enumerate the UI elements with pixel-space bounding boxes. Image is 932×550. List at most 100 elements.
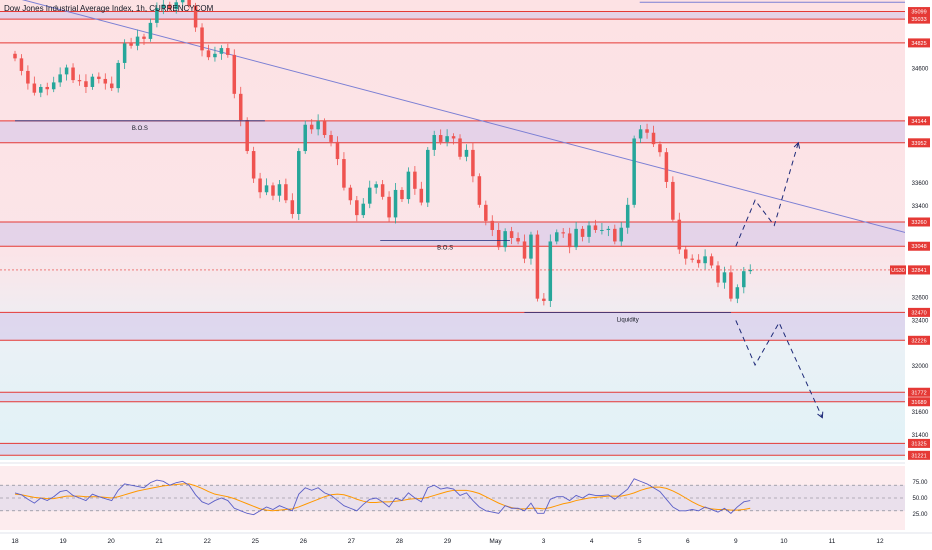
candle-10 bbox=[77, 80, 82, 82]
level-label-3: 34144 bbox=[911, 119, 926, 125]
candle-92 bbox=[606, 228, 611, 230]
candle-111 bbox=[729, 272, 733, 299]
price-tick-6: 31600 bbox=[912, 410, 929, 416]
level-tag-10 bbox=[908, 387, 930, 397]
candle-96 bbox=[632, 138, 636, 205]
level-tag-5 bbox=[908, 217, 930, 227]
level-tag-9 bbox=[908, 335, 930, 345]
candle-97 bbox=[638, 129, 643, 139]
date-tick-4: 22 bbox=[204, 538, 212, 545]
candle-107 bbox=[703, 256, 707, 264]
candle-34 bbox=[232, 54, 237, 94]
candle-112 bbox=[735, 287, 740, 299]
candle-99 bbox=[651, 132, 656, 145]
zone-2 bbox=[0, 221, 905, 247]
level-label-6: 33048 bbox=[911, 244, 926, 250]
level-label-2: 34825 bbox=[911, 41, 926, 47]
projection-arrowhead-1 bbox=[817, 411, 824, 419]
trendline-0 bbox=[21, 0, 909, 234]
candle-12 bbox=[90, 76, 95, 87]
candle-51 bbox=[342, 159, 346, 188]
level-label-5: 33260 bbox=[911, 220, 926, 226]
level-label-11: 31689 bbox=[911, 400, 926, 406]
candle-50 bbox=[335, 141, 340, 160]
candle-102 bbox=[671, 181, 675, 220]
level-tag-12 bbox=[908, 438, 930, 448]
candle-56 bbox=[374, 184, 378, 188]
zone-5 bbox=[0, 443, 905, 456]
price-tick-3: 32600 bbox=[912, 296, 929, 302]
candle-78 bbox=[516, 238, 520, 242]
rsi-tick-0: 75.00 bbox=[912, 480, 928, 486]
level-label-13: 31221 bbox=[911, 453, 926, 459]
candle-22 bbox=[155, 8, 159, 23]
candle-86 bbox=[567, 233, 572, 248]
candle-74 bbox=[490, 220, 495, 230]
candle-98 bbox=[645, 129, 649, 133]
candle-15 bbox=[109, 83, 114, 89]
candle-25 bbox=[174, 2, 178, 10]
candle-62 bbox=[413, 171, 417, 189]
zone-4 bbox=[0, 392, 905, 402]
candle-84 bbox=[555, 232, 559, 242]
level-tag-6 bbox=[908, 241, 930, 251]
symbol-label: US30 bbox=[891, 268, 905, 274]
date-tick-9: 29 bbox=[444, 538, 452, 545]
candle-60 bbox=[400, 189, 404, 200]
candle-114 bbox=[748, 269, 753, 272]
candle-0 bbox=[13, 53, 17, 59]
candle-6 bbox=[51, 82, 56, 90]
candle-101 bbox=[664, 152, 669, 182]
date-tick-1: 19 bbox=[59, 538, 67, 545]
candle-106 bbox=[696, 259, 701, 264]
price-tick-2: 33400 bbox=[912, 204, 929, 210]
candle-8 bbox=[64, 67, 69, 75]
candle-33 bbox=[226, 48, 230, 55]
candle-108 bbox=[709, 256, 714, 266]
candle-16 bbox=[116, 62, 120, 89]
candle-48 bbox=[322, 121, 327, 136]
level-tag-13 bbox=[908, 450, 930, 460]
zone-3 bbox=[0, 312, 905, 341]
candle-42 bbox=[284, 184, 288, 201]
level-label-8: 32470 bbox=[911, 310, 926, 316]
level-label-0: 35099 bbox=[911, 10, 926, 16]
candle-35 bbox=[238, 93, 243, 121]
candle-3 bbox=[32, 83, 37, 93]
candle-18 bbox=[129, 43, 133, 46]
candle-27 bbox=[187, 0, 191, 6]
candle-73 bbox=[484, 204, 488, 221]
date-tick-14: 6 bbox=[686, 538, 690, 545]
candle-67 bbox=[445, 136, 449, 142]
candle-63 bbox=[419, 188, 424, 203]
candle-4 bbox=[39, 86, 43, 93]
candle-38 bbox=[258, 178, 262, 193]
price-tick-1: 33600 bbox=[912, 181, 929, 187]
candle-32 bbox=[219, 48, 224, 54]
candle-46 bbox=[309, 124, 314, 130]
level-tag-1 bbox=[908, 14, 930, 24]
candle-45 bbox=[303, 124, 307, 152]
candle-91 bbox=[600, 230, 604, 231]
candle-57 bbox=[380, 184, 385, 197]
candle-43 bbox=[290, 200, 295, 214]
projection-path-0 bbox=[735, 142, 799, 247]
candle-14 bbox=[103, 78, 108, 84]
rsi-line bbox=[14, 478, 751, 516]
candle-105 bbox=[690, 258, 694, 260]
candle-55 bbox=[367, 187, 372, 204]
candle-13 bbox=[97, 76, 101, 79]
candle-110 bbox=[722, 272, 727, 283]
candle-7 bbox=[58, 74, 62, 83]
date-tick-18: 12 bbox=[876, 538, 884, 545]
date-tick-16: 10 bbox=[780, 538, 788, 545]
date-tick-10: May bbox=[489, 538, 502, 545]
candle-26 bbox=[180, 0, 185, 3]
candle-68 bbox=[451, 136, 456, 139]
candle-113 bbox=[742, 271, 746, 288]
date-tick-15: 9 bbox=[734, 538, 738, 545]
date-tick-6: 26 bbox=[300, 538, 308, 545]
candle-94 bbox=[619, 227, 624, 242]
marker-label-2: Liquidity bbox=[617, 317, 639, 323]
